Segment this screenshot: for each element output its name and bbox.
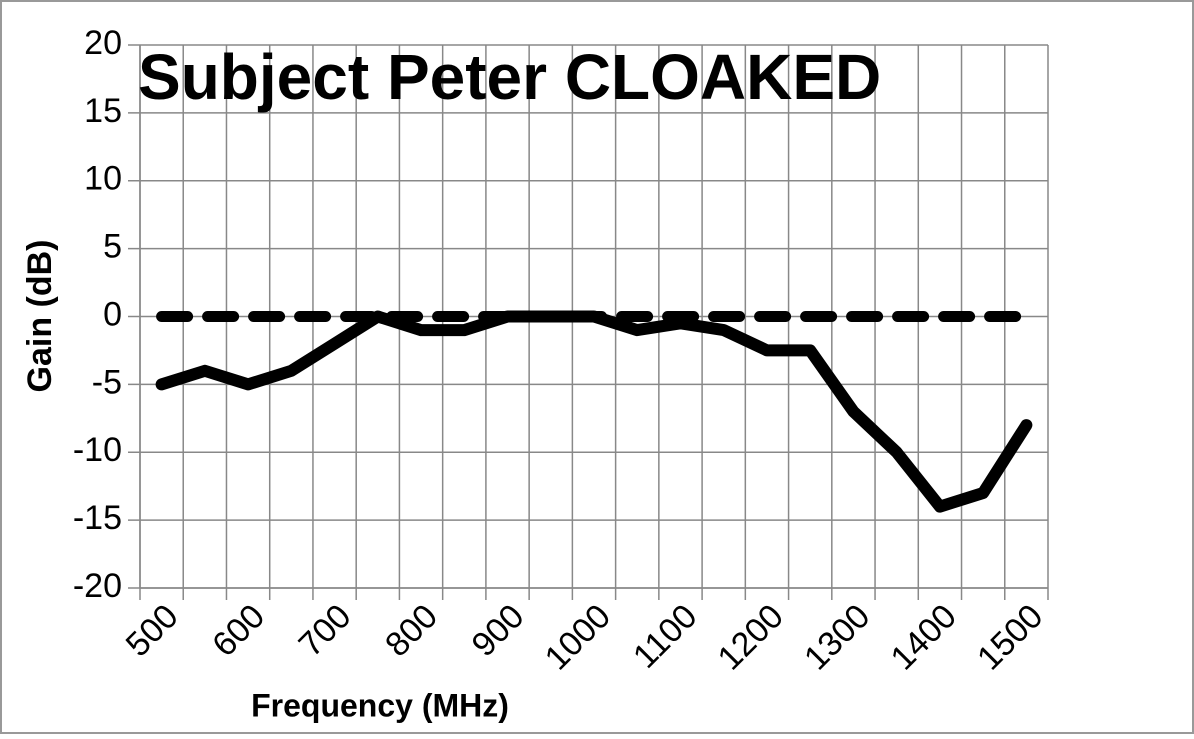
y-tick-label: -15 [73, 499, 122, 537]
marks [155, 310, 1033, 513]
x-axis-label: Frequency (MHz) [251, 687, 509, 723]
y-tick-label: 15 [84, 92, 122, 130]
y-tick-label: -20 [73, 567, 122, 605]
chart-title: Subject Peter CLOAKED [138, 41, 881, 113]
y-tick-label: 20 [84, 24, 122, 62]
y-tick-label: 5 [103, 228, 122, 266]
y-tick-label: 10 [84, 160, 122, 198]
y-tick-label: -5 [92, 363, 122, 401]
y-axis-label: Gain (dB) [21, 240, 59, 393]
y-tick-label: -10 [73, 431, 122, 469]
y-tick-label: 0 [103, 295, 122, 333]
